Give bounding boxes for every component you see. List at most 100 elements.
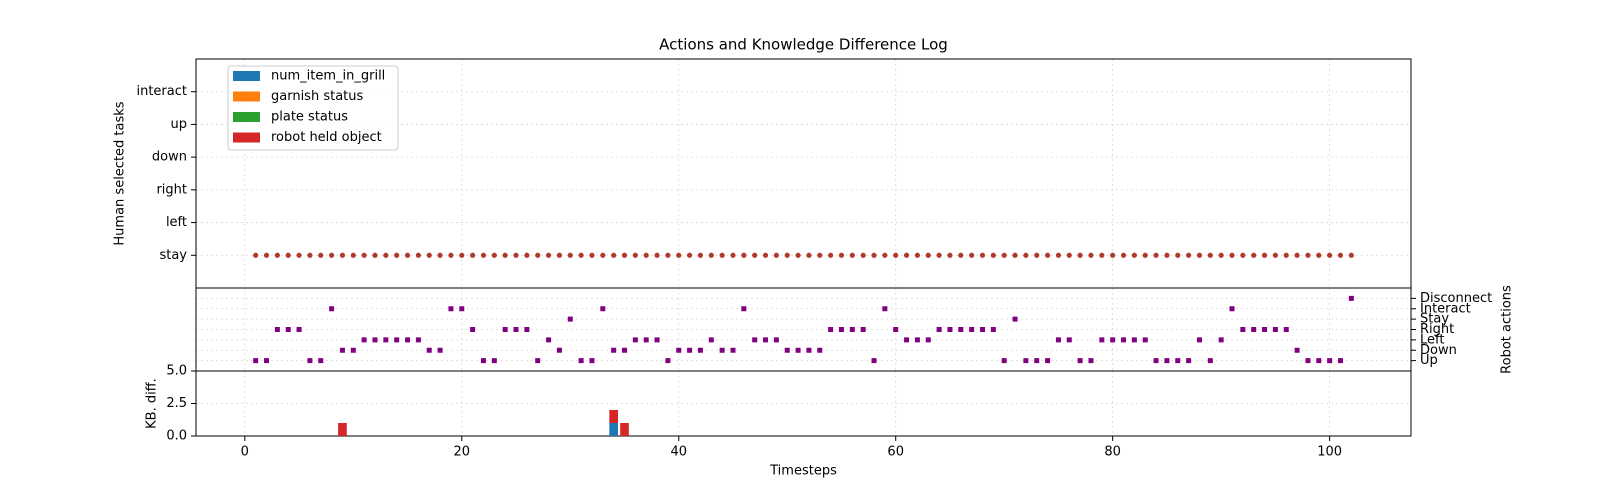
legend-swatch <box>233 132 260 143</box>
human-task-point <box>849 252 855 258</box>
robot-action-point <box>1034 358 1040 364</box>
human-task-point <box>893 252 899 258</box>
robot-action-point <box>1055 337 1061 343</box>
kb-diff-bar <box>620 423 629 436</box>
human-task-point <box>903 252 910 258</box>
y-axis-label: Human selected tasks <box>113 101 128 245</box>
robot-action-point <box>1283 327 1289 332</box>
robot-action-point <box>1175 358 1181 364</box>
human-task-point <box>1207 252 1213 258</box>
legend-box <box>227 65 399 151</box>
robot-action-point <box>578 358 584 364</box>
legend-label: plate status <box>271 110 348 125</box>
robot-action-point <box>665 358 671 364</box>
human-task-point <box>339 252 346 258</box>
legend-label: robot held object <box>271 130 382 145</box>
x-tick-label: 40 <box>670 445 687 460</box>
robot-action-point <box>318 358 324 364</box>
human-task-point <box>470 252 476 258</box>
human-task-point <box>914 252 921 258</box>
human-task-point <box>817 252 823 258</box>
robot-action-point <box>654 337 660 343</box>
human-task-point <box>426 252 432 258</box>
human-task-point <box>263 252 270 258</box>
human-task-point <box>1044 252 1051 258</box>
human-task-point <box>459 252 465 258</box>
human-task-point <box>1110 252 1116 258</box>
x-tick-label: 60 <box>887 445 904 460</box>
human-task-point <box>1229 252 1235 258</box>
human-task-point <box>513 252 519 258</box>
legend-swatch <box>233 91 260 102</box>
human-task-point <box>480 252 487 258</box>
robot-action-point <box>459 306 465 312</box>
robot-action-point <box>567 316 573 322</box>
robot-action-point <box>1272 327 1278 332</box>
human-task-point <box>1294 252 1300 258</box>
human-task-point <box>545 252 552 258</box>
human-task-point <box>578 252 584 258</box>
robot-action-point <box>697 347 703 353</box>
x-tick-label: 100 <box>1317 445 1342 460</box>
robot-action-point <box>1012 316 1018 322</box>
human-task-point <box>741 252 747 258</box>
human-task-point <box>969 252 975 258</box>
robot-action-point <box>535 358 541 364</box>
human-task-point <box>1066 252 1072 258</box>
robot-action-point <box>871 358 877 364</box>
human-task-point <box>773 252 779 258</box>
robot-action-point <box>361 337 367 343</box>
human-task-point <box>394 252 400 258</box>
robot-action-point <box>448 306 454 312</box>
human-task-point <box>1272 252 1278 258</box>
human-task-point <box>1088 252 1094 258</box>
human-task-point <box>1283 252 1289 258</box>
robot-action-point <box>1327 358 1333 364</box>
robot-action-point <box>611 347 617 353</box>
robot-action-point <box>1262 327 1268 332</box>
human-task-point <box>1120 252 1127 258</box>
robot-action-point <box>546 337 552 343</box>
human-task-point <box>1327 252 1333 258</box>
robot-action-point <box>394 337 400 343</box>
legend-swatch <box>233 112 260 122</box>
robot-action-point <box>1110 337 1116 343</box>
human-task-point <box>1153 252 1159 258</box>
human-task-point <box>676 252 682 258</box>
robot-action-point <box>773 337 779 343</box>
robot-action-point <box>806 347 812 353</box>
human-task-point <box>318 252 324 258</box>
human-task-point <box>253 252 259 258</box>
human-task-point <box>958 252 964 258</box>
robot-action-point <box>1001 358 1007 364</box>
robot-action-point <box>958 327 964 332</box>
robot-action-point <box>687 347 693 353</box>
y-tick-label: Interact <box>1420 301 1471 316</box>
y-tick-label: 0.0 <box>166 429 187 444</box>
kb-diff-bar <box>609 410 618 423</box>
robot-action-point <box>307 358 313 364</box>
robot-action-point <box>676 347 682 353</box>
chart-title: Actions and Knowledge Difference Log <box>659 36 948 54</box>
robot-action-point <box>708 337 714 343</box>
robot-action-point <box>372 337 378 343</box>
human-task-point <box>795 252 801 258</box>
human-task-point <box>448 252 454 258</box>
human-task-point <box>621 252 628 258</box>
legend-label: num_item_in_grill <box>271 69 385 84</box>
y-axis-label: Robot actions <box>1500 285 1515 374</box>
human-task-point <box>535 252 541 258</box>
y-tick-label: Up <box>1420 353 1438 368</box>
robot-action-point <box>763 337 769 343</box>
human-task-point <box>871 252 877 258</box>
robot-action-point <box>339 347 345 353</box>
human-task-point <box>1240 252 1246 258</box>
robot-action-point <box>849 327 855 332</box>
human-task-point <box>1175 252 1181 258</box>
robot-action-point <box>838 327 844 332</box>
robot-action-point <box>285 327 291 332</box>
y-tick-label: 2.5 <box>166 396 187 411</box>
human-task-point <box>491 252 497 258</box>
robot-action-point <box>437 347 443 353</box>
robot-action-point <box>1348 295 1354 301</box>
